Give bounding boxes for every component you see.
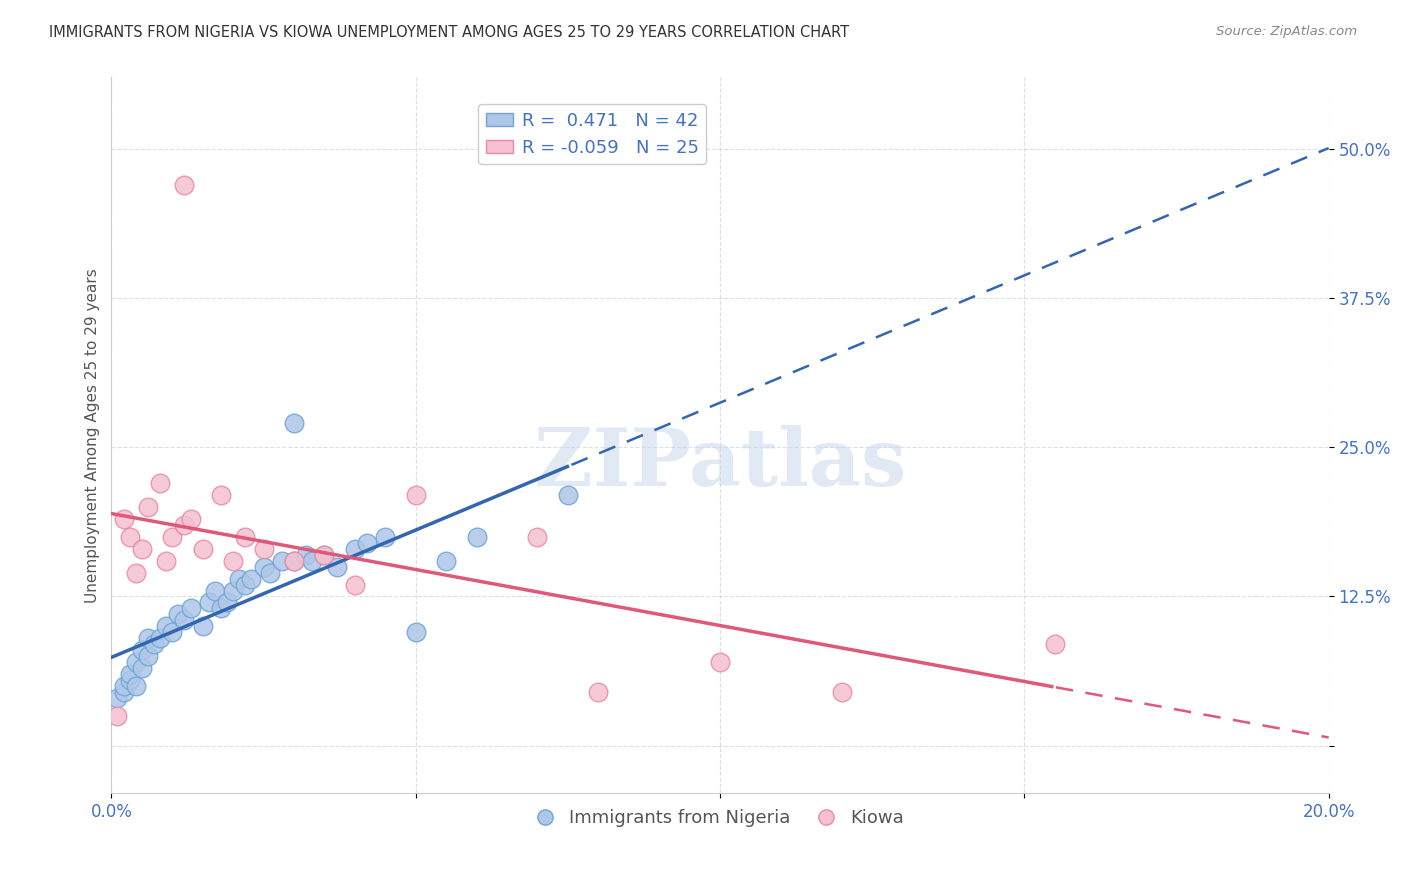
Text: IMMIGRANTS FROM NIGERIA VS KIOWA UNEMPLOYMENT AMONG AGES 25 TO 29 YEARS CORRELAT: IMMIGRANTS FROM NIGERIA VS KIOWA UNEMPLO… <box>49 25 849 40</box>
Point <box>180 601 202 615</box>
Point <box>831 685 853 699</box>
Point <box>215 595 238 609</box>
Point <box>405 625 427 640</box>
Point <box>112 679 135 693</box>
Point <box>143 637 166 651</box>
Point <box>162 530 184 544</box>
Point <box>107 708 129 723</box>
Point <box>131 541 153 556</box>
Point <box>314 548 336 562</box>
Point <box>259 566 281 580</box>
Y-axis label: Unemployment Among Ages 25 to 29 years: Unemployment Among Ages 25 to 29 years <box>86 268 100 603</box>
Point <box>173 613 195 627</box>
Point <box>252 559 274 574</box>
Point <box>295 548 318 562</box>
Point <box>222 554 245 568</box>
Point <box>233 577 256 591</box>
Point <box>125 679 148 693</box>
Point <box>343 541 366 556</box>
Point <box>283 554 305 568</box>
Point <box>136 500 159 514</box>
Point <box>118 530 141 544</box>
Point <box>1043 637 1066 651</box>
Point <box>107 690 129 705</box>
Point <box>118 673 141 687</box>
Point <box>465 530 488 544</box>
Point <box>155 554 177 568</box>
Point <box>149 632 172 646</box>
Point <box>209 488 232 502</box>
Point <box>374 530 396 544</box>
Point <box>191 541 214 556</box>
Point <box>136 632 159 646</box>
Text: Source: ZipAtlas.com: Source: ZipAtlas.com <box>1216 25 1357 38</box>
Point <box>709 655 731 669</box>
Point <box>557 488 579 502</box>
Point <box>314 548 336 562</box>
Point <box>405 488 427 502</box>
Point <box>526 530 548 544</box>
Point <box>155 619 177 633</box>
Point <box>125 566 148 580</box>
Point <box>301 554 323 568</box>
Point <box>173 178 195 192</box>
Point <box>356 535 378 549</box>
Point <box>162 625 184 640</box>
Legend: Immigrants from Nigeria, Kiowa: Immigrants from Nigeria, Kiowa <box>529 802 911 834</box>
Point <box>283 554 305 568</box>
Point <box>252 541 274 556</box>
Point <box>222 583 245 598</box>
Point <box>240 572 263 586</box>
Point <box>325 559 347 574</box>
Point <box>204 583 226 598</box>
Point <box>173 517 195 532</box>
Point <box>167 607 190 622</box>
Point <box>209 601 232 615</box>
Point <box>118 667 141 681</box>
Point <box>191 619 214 633</box>
Point <box>343 577 366 591</box>
Point <box>112 512 135 526</box>
Point <box>270 554 292 568</box>
Point <box>588 685 610 699</box>
Point <box>125 655 148 669</box>
Point <box>228 572 250 586</box>
Point <box>283 417 305 431</box>
Point <box>180 512 202 526</box>
Point <box>233 530 256 544</box>
Point <box>434 554 457 568</box>
Point <box>131 661 153 675</box>
Point <box>131 643 153 657</box>
Text: ZIPatlas: ZIPatlas <box>534 425 905 503</box>
Point <box>136 649 159 664</box>
Point <box>197 595 219 609</box>
Point <box>112 685 135 699</box>
Point <box>149 476 172 491</box>
